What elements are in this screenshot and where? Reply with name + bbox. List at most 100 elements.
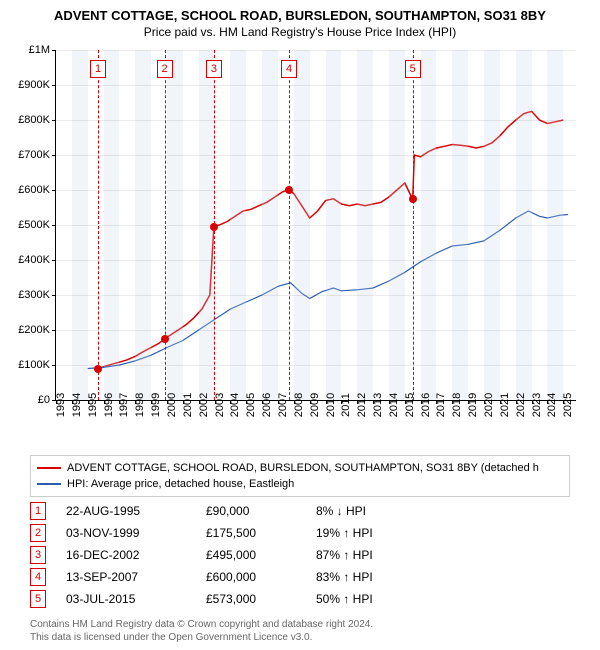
x-axis-label: 2002	[198, 393, 210, 417]
sales-row-pct: 19% ↑ HPI	[316, 526, 426, 540]
x-axis-label: 2014	[388, 393, 400, 417]
sales-row-number: 2	[30, 524, 46, 542]
sales-row-pct: 83% ↑ HPI	[316, 570, 426, 584]
legend-swatch	[37, 467, 61, 469]
x-axis-label: 2006	[261, 393, 273, 417]
sale-marker-number: 2	[157, 60, 173, 78]
chart-area: 12345 £0£100K£200K£300K£400K£500K£600K£7…	[55, 50, 575, 420]
x-axis-label: 2007	[277, 393, 289, 417]
x-axis-label: 2023	[531, 393, 543, 417]
legend-box: ADVENT COTTAGE, SCHOOL ROAD, BURSLEDON, …	[30, 455, 570, 497]
sales-row-date: 22-AUG-1995	[66, 504, 206, 518]
sales-row-pct: 50% ↑ HPI	[316, 592, 426, 606]
y-tick	[52, 155, 56, 156]
footer-line-2: This data is licensed under the Open Gov…	[30, 631, 373, 644]
sale-marker-dot	[285, 186, 293, 194]
gridline-h	[56, 260, 576, 261]
x-axis-label: 2001	[182, 393, 194, 417]
gridline-h	[56, 330, 576, 331]
sale-marker-number: 5	[405, 60, 421, 78]
y-axis-label: £500K	[18, 219, 50, 231]
x-axis-label: 1996	[103, 393, 115, 417]
sales-row-number: 3	[30, 546, 46, 564]
sales-table: 122-AUG-1995£90,0008% ↓ HPI203-NOV-1999£…	[30, 500, 426, 610]
sales-row-price: £175,500	[206, 526, 316, 540]
y-axis-label: £100K	[18, 359, 50, 371]
sales-row: 122-AUG-1995£90,0008% ↓ HPI	[30, 500, 426, 522]
x-axis-label: 2013	[372, 393, 384, 417]
sales-row-price: £495,000	[206, 548, 316, 562]
sale-marker-dot	[409, 195, 417, 203]
sales-row-price: £573,000	[206, 592, 316, 606]
sales-row-number: 4	[30, 568, 46, 586]
legend-item: HPI: Average price, detached house, East…	[37, 476, 563, 492]
x-axis-label: 2012	[356, 393, 368, 417]
gridline-h	[56, 190, 576, 191]
sale-marker-line	[98, 50, 99, 400]
chart-container: ADVENT COTTAGE, SCHOOL ROAD, BURSLEDON, …	[0, 0, 600, 650]
x-axis-label: 2018	[451, 393, 463, 417]
sales-row-pct: 87% ↑ HPI	[316, 548, 426, 562]
gridline-h	[56, 120, 576, 121]
x-axis-label: 2009	[309, 393, 321, 417]
sales-row-date: 03-JUL-2015	[66, 592, 206, 606]
sales-row-date: 03-NOV-1999	[66, 526, 206, 540]
x-axis-label: 2019	[467, 393, 479, 417]
y-axis-label: £900K	[18, 79, 50, 91]
sale-marker-number: 3	[206, 60, 222, 78]
y-tick	[52, 330, 56, 331]
x-axis-label: 2000	[166, 393, 178, 417]
gridline-h	[56, 295, 576, 296]
footer-text: Contains HM Land Registry data © Crown c…	[30, 618, 373, 644]
x-axis-label: 2005	[245, 393, 257, 417]
x-axis-label: 1997	[118, 393, 130, 417]
chart-subtitle: Price paid vs. HM Land Registry's House …	[0, 23, 600, 39]
legend-label: ADVENT COTTAGE, SCHOOL ROAD, BURSLEDON, …	[67, 462, 539, 474]
y-axis-label: £400K	[18, 254, 50, 266]
gridline-h	[56, 225, 576, 226]
x-axis-label: 2011	[340, 393, 352, 417]
sale-marker-number: 1	[90, 60, 106, 78]
footer-line-1: Contains HM Land Registry data © Crown c…	[30, 618, 373, 631]
y-axis-label: £0	[38, 394, 50, 406]
x-axis-label: 1998	[134, 393, 146, 417]
y-axis-label: £200K	[18, 324, 50, 336]
y-tick	[52, 260, 56, 261]
sale-marker-dot	[94, 365, 102, 373]
sales-row: 413-SEP-2007£600,00083% ↑ HPI	[30, 566, 426, 588]
x-axis-label: 2004	[229, 393, 241, 417]
sales-row-date: 13-SEP-2007	[66, 570, 206, 584]
gridline-h	[56, 50, 576, 51]
x-axis-label: 2008	[293, 393, 305, 417]
chart-title: ADVENT COTTAGE, SCHOOL ROAD, BURSLEDON, …	[0, 0, 600, 23]
x-axis-label: 2016	[420, 393, 432, 417]
legend-label: HPI: Average price, detached house, East…	[67, 478, 294, 490]
x-axis-label: 1995	[87, 393, 99, 417]
y-axis-label: £1M	[29, 44, 50, 56]
x-axis-label: 1999	[150, 393, 162, 417]
gridline-h	[56, 155, 576, 156]
sale-marker-line	[289, 50, 290, 400]
sales-row-number: 1	[30, 502, 46, 520]
x-axis-label: 2015	[404, 393, 416, 417]
sales-row: 316-DEC-2002£495,00087% ↑ HPI	[30, 544, 426, 566]
sale-marker-dot	[161, 335, 169, 343]
y-tick	[52, 295, 56, 296]
legend-swatch	[37, 483, 61, 485]
y-axis-label: £700K	[18, 149, 50, 161]
x-axis-label: 2003	[214, 393, 226, 417]
plot-region: 12345	[55, 50, 576, 401]
x-axis-label: 2010	[325, 393, 337, 417]
y-axis-label: £800K	[18, 114, 50, 126]
sales-row: 503-JUL-2015£573,00050% ↑ HPI	[30, 588, 426, 610]
y-tick	[52, 120, 56, 121]
x-axis-label: 2020	[483, 393, 495, 417]
x-axis-label: 1994	[71, 393, 83, 417]
y-axis-label: £600K	[18, 184, 50, 196]
sales-row: 2 03-NOV-1999£175,50019% ↑ HPI	[30, 522, 426, 544]
x-axis-label: 2017	[435, 393, 447, 417]
sale-marker-line	[165, 50, 166, 400]
sales-row-price: £90,000	[206, 504, 316, 518]
x-axis-label: 2024	[546, 393, 558, 417]
y-axis-label: £300K	[18, 289, 50, 301]
